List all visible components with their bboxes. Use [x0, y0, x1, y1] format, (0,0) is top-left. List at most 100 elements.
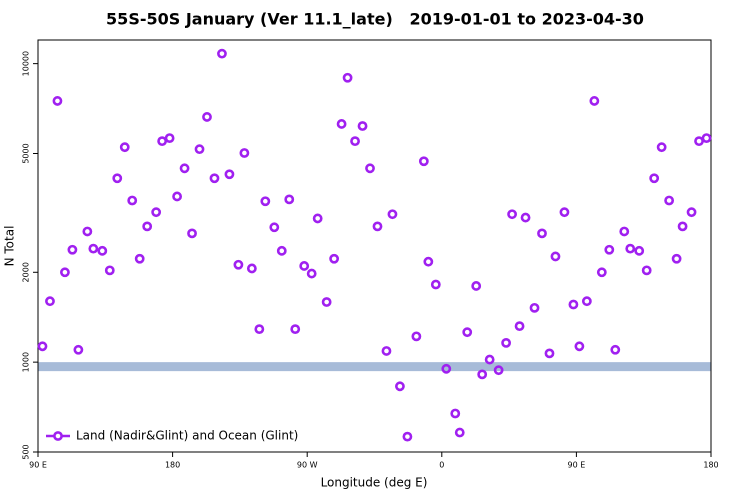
point [677, 221, 688, 232]
x-axis-label: Longitude (deg E) [321, 476, 428, 490]
point [454, 427, 465, 438]
point [634, 245, 645, 256]
point [239, 148, 250, 158]
point [119, 142, 130, 153]
point [559, 207, 570, 218]
point [299, 261, 310, 271]
point [441, 363, 452, 374]
point [694, 136, 704, 147]
x-tick-label: 180 [165, 461, 180, 470]
y-tick-label: 10000 [22, 51, 31, 76]
point [507, 209, 517, 220]
y-tick-label: 500 [22, 444, 31, 459]
point [701, 133, 712, 144]
point [254, 324, 265, 335]
point [625, 243, 636, 254]
point [649, 173, 660, 184]
y-axis-label: N Total [3, 226, 17, 267]
point [381, 346, 392, 356]
point [82, 226, 93, 237]
point [402, 431, 413, 442]
point [357, 121, 368, 131]
point [312, 213, 323, 224]
point [411, 331, 422, 342]
point [641, 265, 652, 276]
point [610, 344, 621, 355]
x-tick-label: 90 W [297, 461, 318, 470]
point [520, 212, 531, 223]
legend-label: Land (Nadir&Glint) and Ocean (Glint) [76, 429, 298, 443]
point [224, 169, 235, 180]
point [233, 259, 244, 270]
point [67, 244, 78, 255]
x-tick-label: 0 [439, 461, 444, 470]
y-tick-label: 5000 [22, 143, 31, 163]
point [269, 222, 280, 233]
point [450, 408, 461, 419]
y-tick-label: 1000 [22, 352, 31, 372]
point [514, 321, 525, 332]
point [430, 279, 441, 290]
point [127, 195, 138, 206]
point [217, 48, 227, 59]
point [60, 267, 70, 278]
point [290, 324, 301, 335]
point [142, 221, 153, 232]
point [664, 195, 675, 206]
point [88, 243, 99, 254]
x-tick-label: 90 E [29, 461, 47, 470]
point [73, 344, 84, 355]
point [104, 265, 115, 276]
point [462, 327, 473, 338]
point [484, 354, 495, 365]
point [37, 341, 48, 352]
point [276, 245, 287, 256]
point [336, 119, 347, 129]
point [596, 267, 607, 278]
point [329, 253, 340, 264]
point [686, 207, 697, 218]
x-tick-label: 90 E [568, 461, 586, 470]
point [179, 163, 190, 174]
point [604, 244, 615, 255]
point [574, 341, 585, 352]
point [493, 365, 504, 376]
point [321, 297, 332, 307]
shaded-band [38, 362, 711, 372]
point [656, 142, 667, 153]
point [187, 228, 197, 239]
point [284, 194, 295, 205]
legend-marker [53, 431, 63, 441]
point [529, 302, 540, 313]
point [246, 263, 257, 274]
y-tick-label: 2000 [22, 262, 31, 282]
point [581, 296, 592, 307]
point [477, 369, 488, 380]
point [194, 144, 205, 155]
point [342, 72, 353, 83]
point [568, 299, 579, 310]
point [209, 173, 220, 184]
point [172, 191, 182, 202]
plot-frame [37, 39, 712, 453]
point [395, 381, 405, 392]
point [418, 156, 429, 167]
point [112, 173, 123, 184]
point [544, 348, 555, 359]
point [306, 268, 317, 279]
point [350, 136, 360, 147]
point [157, 136, 168, 147]
point [387, 209, 398, 220]
point [97, 245, 108, 256]
point [471, 281, 482, 291]
point [501, 337, 512, 348]
point [151, 207, 162, 218]
point [45, 296, 55, 307]
point [537, 228, 547, 239]
x-tick-label: 180 [703, 461, 718, 470]
point [372, 221, 383, 232]
point [52, 96, 63, 106]
point [365, 163, 375, 174]
